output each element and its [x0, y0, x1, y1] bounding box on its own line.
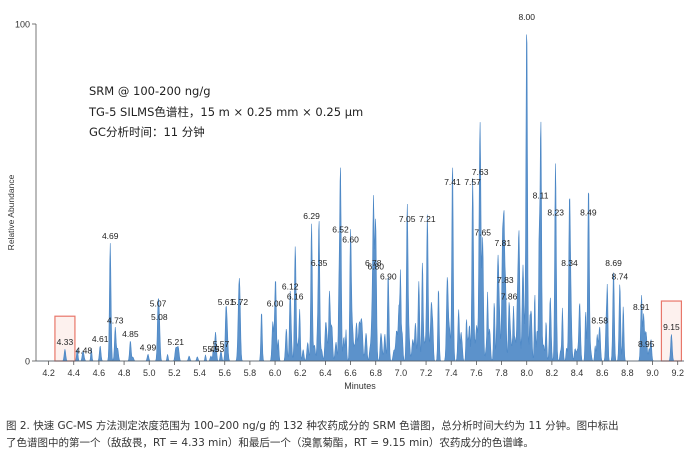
- x-tick-label: 4.6: [93, 368, 106, 378]
- peak-label: 8.49: [580, 207, 597, 217]
- peak-label: 8.11: [533, 191, 549, 201]
- x-tick-label: 7.8: [495, 368, 508, 378]
- peak-label: 5.49: [203, 344, 220, 354]
- peak-label: 8.23: [547, 207, 564, 217]
- peak-label: 6.16: [287, 292, 304, 302]
- peak-label: 6.35: [311, 258, 328, 268]
- peak-label: 8.00: [518, 12, 535, 22]
- x-tick-label: 7.2: [420, 368, 433, 378]
- x-tick-label: 6.2: [294, 368, 307, 378]
- peak-label: 5.61: [218, 297, 235, 307]
- annotation-line-3: GC分析时间：11 分钟: [89, 125, 205, 139]
- peak-label: 7.05: [399, 214, 416, 224]
- peak-label: 5.08: [151, 312, 168, 322]
- x-tick-label: 6.0: [269, 368, 282, 378]
- x-tick-label: 8.6: [596, 368, 609, 378]
- peak-label: 4.61: [92, 334, 109, 344]
- x-tick-label: 9.0: [646, 368, 659, 378]
- x-tick-label: 7.6: [470, 368, 483, 378]
- peak-label: 5.07: [150, 298, 167, 308]
- x-tick-label: 9.2: [671, 368, 684, 378]
- x-tick-label: 5.0: [143, 368, 156, 378]
- x-tick-label: 5.2: [168, 368, 181, 378]
- peak-label: 8.95: [638, 339, 655, 349]
- peak-label: 5.21: [167, 337, 184, 347]
- peak-label: 8.58: [591, 315, 608, 325]
- peak-label: 4.85: [122, 329, 139, 339]
- peak-label: 7.21: [419, 214, 436, 224]
- x-tick-label: 4.2: [42, 368, 55, 378]
- peak-label: 7.41: [444, 177, 461, 187]
- peak-label: 7.57: [464, 177, 481, 187]
- peak-label: 6.52: [332, 224, 349, 234]
- peak-label: 4.99: [140, 342, 157, 352]
- figure-caption: 图 2. 快速 GC-MS 方法测定浓度范围为 100–200 ng/g 的 1…: [6, 418, 686, 452]
- x-tick-label: 8.4: [571, 368, 584, 378]
- peak-label: 7.81: [495, 238, 512, 248]
- y-tick-label: 100: [15, 20, 30, 30]
- peak-label: 6.00: [267, 298, 284, 308]
- caption-line-1: 图 2. 快速 GC-MS 方法测定浓度范围为 100–200 ng/g 的 1…: [6, 420, 619, 432]
- x-tick-label: 6.4: [319, 368, 332, 378]
- peak-label: 4.73: [107, 315, 124, 325]
- annotation-line-2: TG-5 SILMS色谱柱，15 m × 0.25 mm × 0.25 µm: [89, 105, 364, 119]
- y-axis-title: Relative Abundance: [6, 174, 16, 250]
- peak-label: 7.86: [501, 292, 518, 302]
- caption-line-2: 了色谱图中的第一个（敌敌畏，RT = 4.33 min）和最后一个（溴氰菊酯，R…: [6, 437, 534, 449]
- x-tick-label: 8.2: [546, 368, 559, 378]
- peak-label: 4.48: [76, 346, 93, 356]
- x-tick-label: 7.4: [445, 368, 458, 378]
- peak-label: 7.83: [497, 275, 514, 285]
- x-tick-label: 5.4: [193, 368, 206, 378]
- peak-label: 8.91: [633, 302, 650, 312]
- peak-label: 6.60: [342, 234, 359, 244]
- x-tick-label: 4.8: [118, 368, 131, 378]
- x-tick-label: 5.6: [218, 368, 231, 378]
- peak-label: 9.15: [663, 322, 680, 332]
- peak-label: 8.34: [561, 258, 578, 268]
- x-tick-label: 5.8: [244, 368, 257, 378]
- peak-label: 5.53: [208, 344, 225, 354]
- peak-label: 6.29: [303, 211, 320, 221]
- peak-label: 6.80: [367, 261, 384, 271]
- x-axis-title: Minutes: [344, 381, 376, 391]
- x-tick-label: 6.6: [344, 368, 357, 378]
- peak-label: 4.33: [57, 337, 74, 347]
- peak-label: 6.90: [380, 271, 397, 281]
- peak-label: 6.12: [282, 282, 299, 292]
- peak-label: 5.72: [232, 297, 249, 307]
- annotation-line-1: SRM @ 100-200 ng/g: [89, 84, 211, 98]
- x-tick-label: 8.0: [520, 368, 533, 378]
- x-tick-label: 4.4: [67, 368, 80, 378]
- y-tick-label: 0: [25, 357, 30, 367]
- peak-label: 8.74: [612, 271, 629, 281]
- peak-label: 4.69: [102, 231, 119, 241]
- x-tick-label: 6.8: [369, 368, 382, 378]
- peak-label: 6.78: [365, 258, 382, 268]
- peak-label: 5.57: [213, 339, 230, 349]
- peak-label: 8.69: [605, 258, 622, 268]
- peak-label: 7.63: [472, 167, 489, 177]
- x-tick-label: 7.0: [395, 368, 408, 378]
- x-tick-label: 8.8: [621, 368, 634, 378]
- peak-label: 7.65: [474, 228, 491, 238]
